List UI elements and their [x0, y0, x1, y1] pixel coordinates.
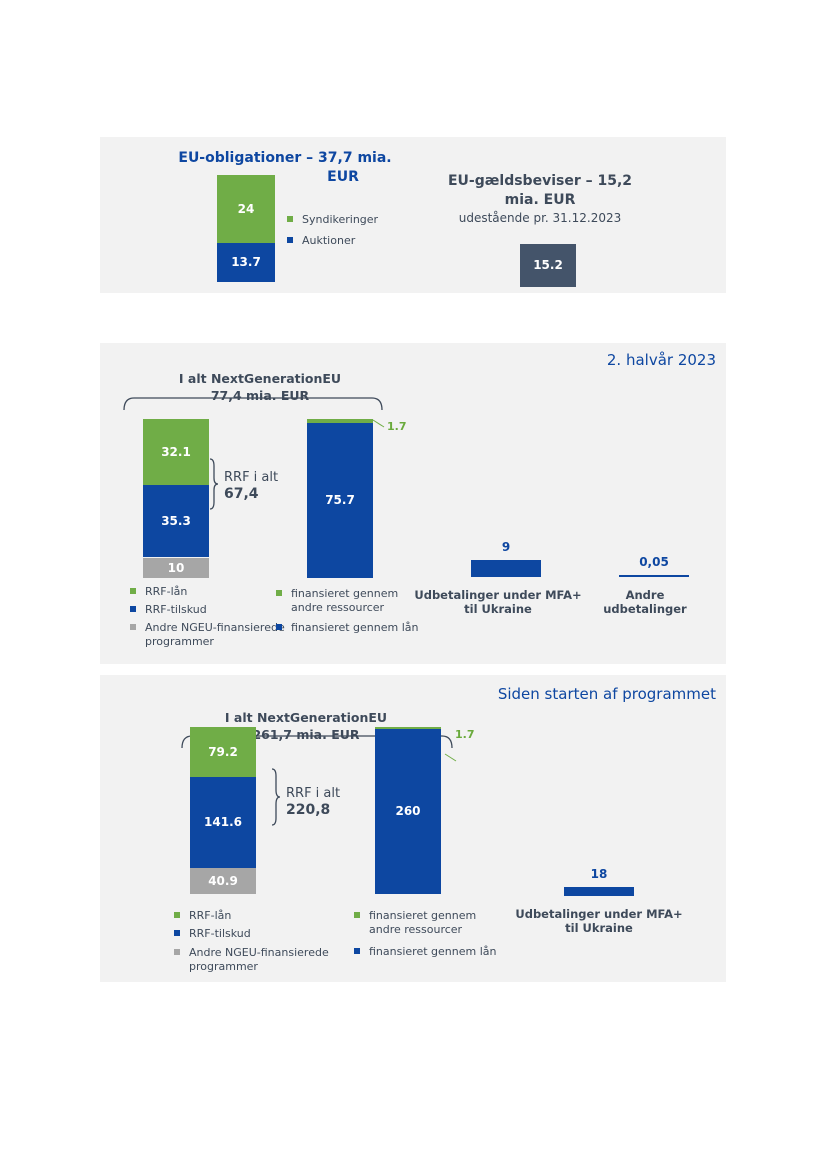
- bar-value-label: 79.2: [208, 744, 238, 759]
- rrf-label: RRF i alt: [286, 786, 341, 801]
- mfa-category-label: Udbetalinger under MFA+ til Ukraine: [514, 907, 684, 935]
- legend-label: andre ressourcer: [369, 923, 463, 936]
- rrf-total-label: RRF i alt 67,4: [224, 469, 278, 503]
- legend-label: Andre NGEU-finansierede: [145, 621, 285, 634]
- legend-swatch-grey: [174, 949, 180, 955]
- legend-label: Syndikeringer: [302, 213, 379, 226]
- bar-rrf-tilskud: 141.6: [190, 777, 256, 868]
- bar-rrf-laan: 32.1: [143, 419, 209, 486]
- andre-ressourcer-value: 1.7: [455, 727, 475, 741]
- legend-label: Auktioner: [302, 234, 356, 247]
- bar-other-1: [619, 575, 689, 577]
- rrf-label: RRF i alt: [224, 470, 279, 485]
- rrf-total-label: RRF i alt 220,8: [286, 785, 340, 819]
- other-label-line1: Andre: [625, 588, 665, 602]
- small-value-pointer: [372, 419, 385, 428]
- legend-swatch-blue: [276, 624, 282, 630]
- mfa-category-label: Udbetalinger under MFA+ til Ukraine: [413, 588, 583, 616]
- mfa-label-line2: til Ukraine: [565, 921, 633, 935]
- bar-value-label: 24: [237, 201, 255, 216]
- ngeu-since-start-panel: Siden starten af programmet I alt NextGe…: [100, 675, 726, 982]
- ngeu-title-line1: I alt NextGenerationEU: [224, 710, 388, 725]
- bar-laan: 260: [375, 727, 441, 894]
- mfa-label-line1: Udbetalinger under MFA+: [515, 907, 683, 921]
- bar-syndikeringer: 24: [217, 174, 275, 243]
- bar-andre-ressourcer: [375, 726, 441, 729]
- bar-rrf-tilskud: 35.3: [143, 485, 209, 558]
- bar-eu-bills: 15.2: [520, 243, 576, 287]
- bonds-title: EU-obligationer – 37,7 mia. EUR: [170, 149, 400, 187]
- bills-title: EU-gældsbeviser – 15,2 mia. EUR: [430, 172, 650, 210]
- legend-label: finansieret gennem: [291, 587, 399, 600]
- legend-swatch-blue: [174, 930, 180, 936]
- legend-swatch-green: [287, 216, 293, 222]
- legend-label: finansieret gennem lån: [369, 945, 497, 958]
- bar-other-0: [564, 887, 634, 896]
- bonds-title-line2: EUR: [327, 169, 359, 185]
- ngeu-top-brace: [181, 735, 453, 749]
- bar-other-value: 18: [590, 867, 608, 881]
- bar-value-label: 32.1: [161, 445, 191, 460]
- legend-label: RRF-tilskud: [189, 927, 251, 940]
- mfa-label-line1: Udbetalinger under MFA+: [414, 588, 582, 602]
- ngeu-title-line2: 77,4 mia. EUR: [210, 388, 310, 403]
- ngeu-total-title: I alt NextGenerationEU 77,4 mia. EUR: [140, 370, 380, 404]
- bills-title-line2: mia. EUR: [504, 192, 576, 208]
- period-label: Siden starten af programmet: [497, 685, 716, 703]
- legend-swatch-grey: [130, 624, 136, 630]
- bar-value-label: 40.9: [208, 873, 238, 888]
- legend-label: programmer: [145, 635, 214, 648]
- small-value-pointer: [444, 753, 457, 762]
- ngeu-title-line2: 261,7 mia. EUR: [252, 727, 360, 742]
- rrf-total: 220,8: [286, 802, 331, 818]
- legend-swatch-blue: [287, 237, 293, 243]
- legend-swatch-green: [276, 590, 282, 596]
- bar-other-value: 9: [501, 540, 511, 555]
- bar-value-label: 260: [395, 803, 421, 818]
- legend-label: programmer: [189, 960, 258, 973]
- rrf-total: 67,4: [224, 486, 259, 502]
- bar-value-label: 10: [167, 560, 185, 575]
- bar-other-0: [471, 560, 541, 577]
- bar-value-label: 141.6: [204, 815, 242, 830]
- bar-andre-ressourcer: [307, 419, 373, 423]
- bar-andre-ngeu: 10: [143, 557, 209, 578]
- legend-swatch-blue: [354, 948, 360, 954]
- bar-value-label: 15.2: [533, 258, 563, 273]
- debt-instruments-panel: EU-obligationer – 37,7 mia. EUR 13.7 24 S…: [100, 137, 726, 293]
- bar-value-label: 13.7: [231, 255, 261, 270]
- mfa-label-line2: til Ukraine: [464, 602, 532, 616]
- legend-label: andre ressourcer: [291, 601, 385, 614]
- bonds-title-line1: EU-obligationer – 37,7 mia.: [178, 150, 392, 166]
- legend-label: Andre NGEU-finansierede: [189, 946, 329, 959]
- other-label-line2: udbetalinger: [603, 602, 687, 616]
- other-category-label: Andre udbetalinger: [590, 588, 700, 616]
- bills-subtitle: udestående pr. 31.12.2023: [458, 211, 622, 225]
- legend-label: finansieret gennem lån: [291, 621, 419, 634]
- bar-value-label: 35.3: [161, 514, 191, 529]
- bar-other-value: 0,05: [639, 555, 669, 569]
- legend-swatch-green: [130, 588, 136, 594]
- bar-andre-ngeu: 40.9: [190, 867, 256, 894]
- rrf-brace: [271, 768, 281, 826]
- legend-label: RRF-lån: [145, 585, 188, 598]
- rrf-brace: [209, 458, 219, 510]
- bar-laan: 75.7: [307, 422, 373, 578]
- legend-label: finansieret gennem: [369, 909, 477, 922]
- bar-auktioner: 13.7: [217, 242, 275, 282]
- ngeu-total-title: I alt NextGenerationEU 261,7 mia. EUR: [196, 709, 416, 743]
- legend-label: RRF-lån: [189, 909, 232, 922]
- period-label: 2. halvår 2023: [606, 351, 716, 369]
- bills-title-line1: EU-gældsbeviser – 15,2: [447, 173, 633, 189]
- bar-value-label: 75.7: [325, 493, 355, 508]
- legend-swatch-green: [174, 912, 180, 918]
- legend-label: RRF-tilskud: [145, 603, 207, 616]
- ngeu-half-year-panel: 2. halvår 2023 I alt NextGenerationEU 77…: [100, 343, 726, 664]
- andre-ressourcer-value: 1.7: [387, 420, 407, 434]
- bar-rrf-laan: 79.2: [190, 726, 256, 778]
- legend-swatch-blue: [130, 606, 136, 612]
- ngeu-top-brace: [123, 397, 383, 411]
- ngeu-title-line1: I alt NextGenerationEU: [178, 371, 342, 386]
- legend-swatch-green: [354, 912, 360, 918]
